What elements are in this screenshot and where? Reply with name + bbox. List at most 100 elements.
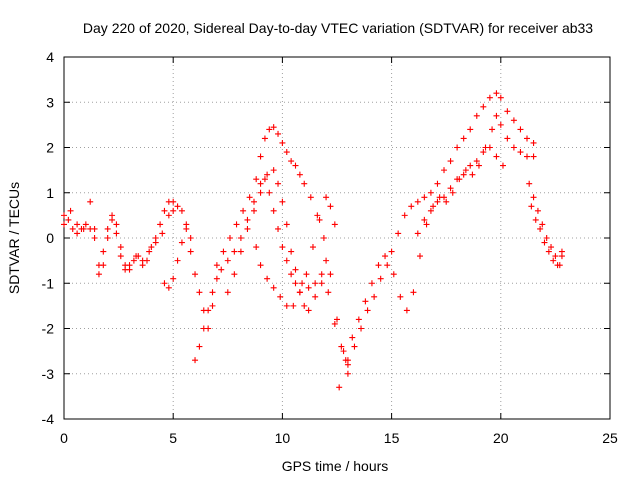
data-point	[288, 271, 295, 278]
data-point	[318, 280, 325, 287]
data-point	[318, 271, 325, 278]
data-point	[279, 139, 286, 146]
data-point	[351, 343, 358, 350]
data-point	[61, 221, 67, 228]
data-point	[550, 257, 557, 264]
data-point	[524, 135, 531, 142]
data-point	[534, 207, 541, 214]
data-point	[122, 266, 129, 273]
y-tick-label: -1	[42, 275, 55, 291]
x-axis-label: GPS time / hours	[282, 458, 389, 474]
data-point	[349, 334, 356, 341]
data-point	[240, 207, 247, 214]
data-point	[109, 216, 116, 223]
chart-title: Day 220 of 2020, Sidereal Day-to-day VTE…	[83, 20, 593, 36]
series-trace-g	[336, 90, 537, 391]
data-point	[338, 343, 345, 350]
data-point	[441, 194, 448, 201]
data-point	[344, 361, 351, 368]
data-point	[113, 230, 120, 237]
data-point	[91, 225, 98, 232]
data-point	[427, 189, 434, 196]
data-point	[100, 248, 107, 255]
y-tick-label: 4	[46, 49, 54, 65]
series-trace-a	[61, 198, 194, 273]
data-point	[395, 230, 402, 237]
x-tick-label: 15	[384, 430, 400, 446]
data-point	[460, 135, 467, 142]
data-point	[253, 176, 260, 183]
y-tick-label: 3	[46, 94, 54, 110]
data-point	[467, 126, 474, 133]
data-point	[460, 171, 467, 178]
data-point	[277, 293, 284, 300]
data-point	[253, 244, 260, 251]
y-tick-label: -2	[42, 321, 55, 337]
x-axis: 0 5 10 15 20 25	[60, 57, 618, 446]
data-point	[388, 248, 395, 255]
data-point	[213, 275, 220, 282]
grid-lines	[64, 57, 610, 419]
data-point	[528, 203, 535, 210]
data-point	[493, 153, 500, 160]
data-point	[270, 207, 277, 214]
data-point	[226, 235, 233, 241]
data-point	[264, 275, 271, 282]
data-point	[290, 302, 297, 309]
y-axis-label: SDTVAR / TECUs	[6, 182, 22, 294]
y-tick-label: 0	[46, 230, 54, 246]
data-point	[469, 171, 476, 178]
data-point	[327, 203, 334, 210]
data-point	[382, 253, 389, 260]
data-point	[524, 153, 531, 160]
series-trace-h	[344, 112, 537, 368]
data-point	[95, 271, 102, 278]
data-point	[371, 293, 378, 300]
data-point	[558, 248, 565, 255]
data-point	[390, 271, 397, 278]
data-point	[237, 235, 244, 241]
data-point	[480, 149, 487, 156]
data-point	[224, 289, 231, 296]
data-point	[157, 221, 164, 228]
data-point	[327, 271, 334, 278]
data-point	[279, 244, 286, 251]
data-point	[67, 207, 74, 214]
data-point	[301, 180, 308, 187]
data-point	[541, 239, 548, 246]
data-point	[148, 244, 155, 251]
data-point	[504, 108, 511, 115]
data-point	[257, 180, 264, 187]
data-point	[104, 235, 111, 241]
data-point	[270, 284, 277, 291]
data-point	[467, 162, 474, 169]
data-point	[331, 320, 338, 327]
series-trace-j	[526, 180, 565, 269]
data-point	[301, 302, 308, 309]
x-tick-label: 25	[602, 430, 618, 446]
data-point	[200, 325, 207, 332]
data-point	[244, 225, 251, 232]
x-tick-label: 20	[493, 430, 509, 446]
data-point	[270, 124, 277, 131]
data-point	[323, 257, 330, 264]
data-point	[473, 158, 480, 165]
data-point	[320, 235, 327, 241]
data-point	[161, 207, 168, 214]
data-point	[309, 244, 316, 251]
y-tick-label: -4	[42, 411, 55, 427]
data-point	[133, 253, 140, 260]
data-point	[340, 348, 347, 355]
data-point	[159, 230, 166, 237]
data-point	[257, 153, 264, 160]
data-point	[283, 257, 290, 264]
data-point	[462, 167, 469, 174]
data-point	[421, 194, 428, 201]
data-point	[545, 248, 552, 255]
data-point	[183, 225, 190, 232]
data-point	[224, 257, 231, 264]
data-point	[486, 94, 493, 101]
data-point	[526, 180, 533, 187]
data-point	[421, 216, 428, 223]
data-point	[344, 370, 351, 377]
